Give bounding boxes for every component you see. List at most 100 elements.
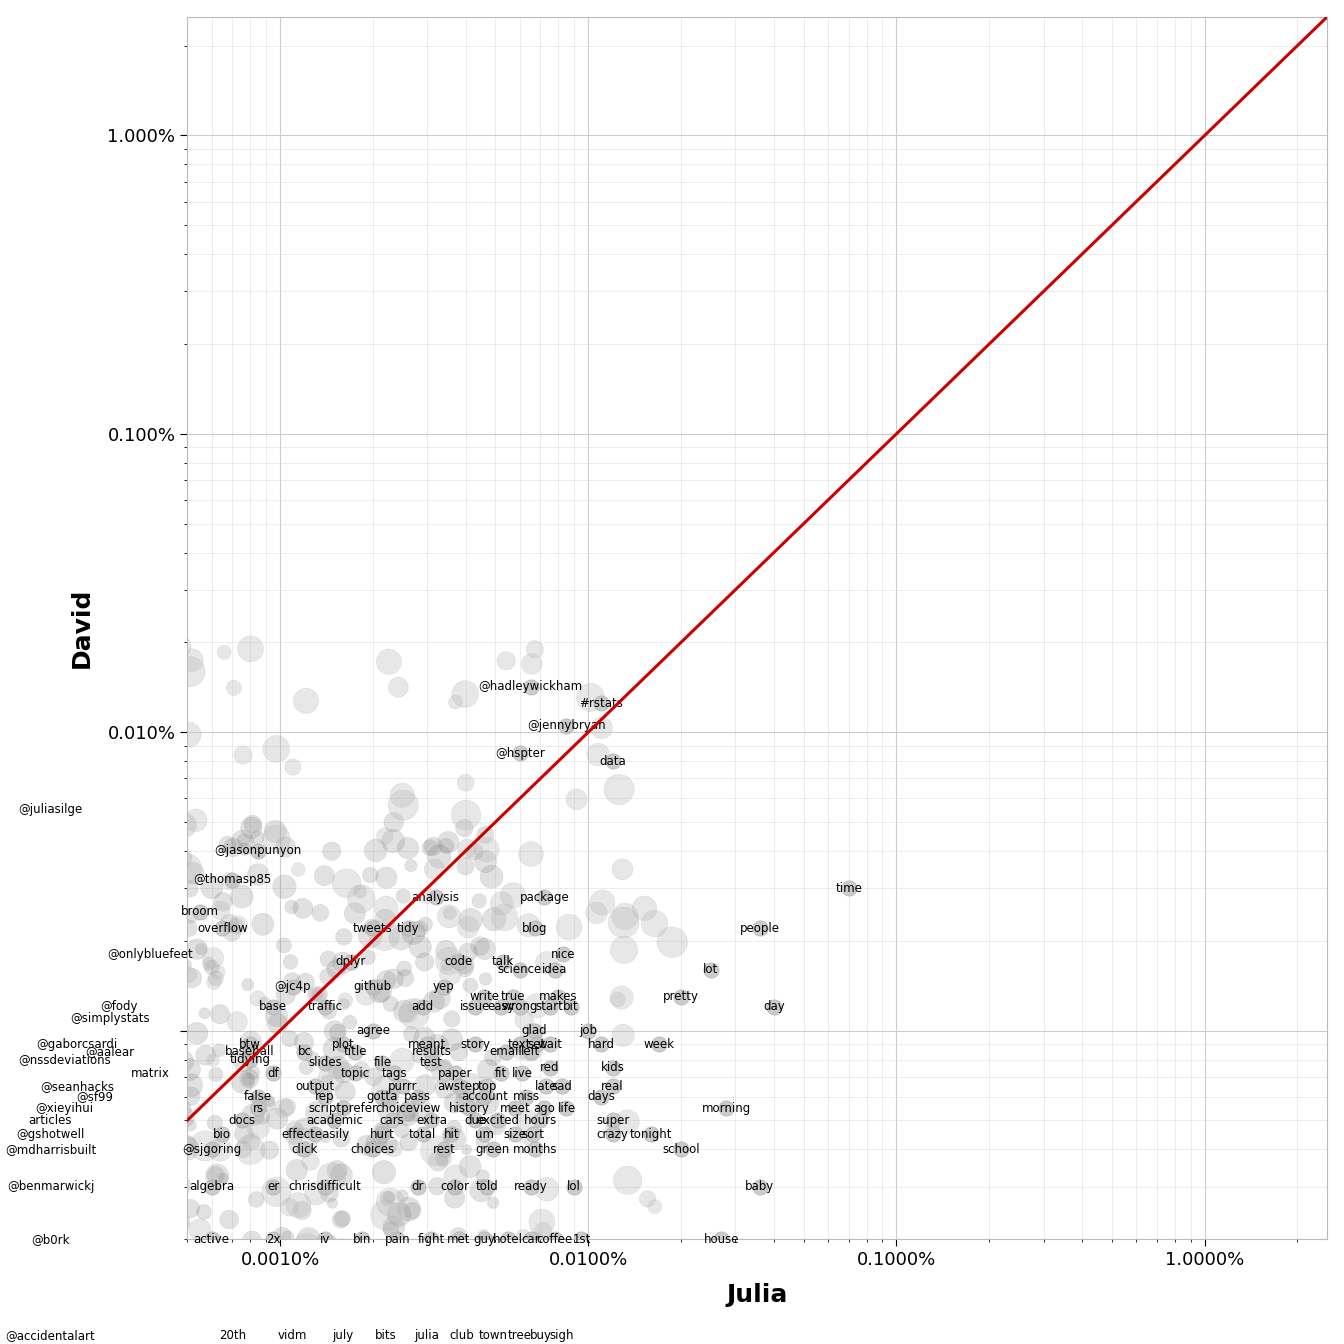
Point xyxy=(383,968,405,989)
Point xyxy=(425,1140,446,1161)
Point xyxy=(239,1140,261,1161)
Text: rep: rep xyxy=(316,1090,335,1103)
Point xyxy=(110,1281,132,1302)
Text: @sf99: @sf99 xyxy=(77,1090,113,1103)
Text: false: false xyxy=(245,1090,273,1103)
Point xyxy=(187,938,208,960)
Text: fit: fit xyxy=(495,1067,507,1079)
Y-axis label: David: David xyxy=(70,587,94,668)
Point xyxy=(433,1328,454,1344)
Text: yep: yep xyxy=(433,981,454,993)
Point xyxy=(366,1132,387,1153)
Point xyxy=(30,1204,51,1226)
Point xyxy=(180,906,202,927)
Point xyxy=(179,878,200,899)
Point xyxy=(452,1325,473,1344)
Point xyxy=(313,864,335,886)
Point xyxy=(140,1062,161,1083)
Point xyxy=(448,1226,469,1247)
Point xyxy=(460,1077,481,1098)
Text: buy: buy xyxy=(530,1329,551,1343)
Point xyxy=(355,984,376,1005)
Point xyxy=(558,917,579,938)
Point xyxy=(320,1230,341,1251)
Point xyxy=(90,715,112,737)
Point xyxy=(0,1133,19,1154)
Text: traffic: traffic xyxy=(308,1000,343,1013)
Point xyxy=(161,1025,183,1047)
Point xyxy=(118,984,140,1005)
Point xyxy=(305,1183,327,1204)
Text: town: town xyxy=(478,1329,507,1343)
Point xyxy=(28,1320,50,1341)
Point xyxy=(474,1279,496,1301)
Point xyxy=(177,724,199,746)
Text: write: write xyxy=(469,991,499,1003)
Text: vidm: vidm xyxy=(278,1329,308,1343)
Point xyxy=(204,1111,226,1133)
Point xyxy=(293,1031,314,1052)
Point xyxy=(392,1075,414,1097)
Text: paper: paper xyxy=(438,1067,472,1079)
Point xyxy=(241,1230,262,1251)
Text: rest: rest xyxy=(433,1142,456,1156)
Point xyxy=(210,1004,231,1025)
Point xyxy=(0,898,4,919)
Point xyxy=(661,931,683,953)
Point xyxy=(314,1266,336,1288)
Point xyxy=(379,1087,401,1109)
Point xyxy=(177,918,199,939)
Text: ready: ready xyxy=(513,1180,547,1193)
Point xyxy=(530,1110,551,1132)
Point xyxy=(277,1097,298,1118)
Text: bits: bits xyxy=(375,1329,396,1343)
Text: #rstats: #rstats xyxy=(579,696,622,710)
Point xyxy=(435,939,457,961)
Text: github: github xyxy=(353,981,392,993)
Point xyxy=(539,1058,560,1079)
Point xyxy=(374,925,395,946)
Point xyxy=(276,984,297,1005)
Point xyxy=(194,1202,215,1223)
Point xyxy=(169,1212,191,1234)
Point xyxy=(145,1337,167,1344)
Point xyxy=(270,1331,292,1344)
Point xyxy=(247,1097,269,1118)
Point xyxy=(171,847,192,868)
Point xyxy=(473,1124,495,1145)
Point xyxy=(362,918,383,939)
Point xyxy=(300,1150,321,1172)
Point xyxy=(488,1110,509,1132)
Point xyxy=(321,1167,343,1188)
Point xyxy=(0,742,5,763)
Point xyxy=(476,1176,497,1198)
Point xyxy=(642,1242,664,1263)
Point xyxy=(0,1204,19,1226)
Point xyxy=(324,1039,345,1060)
Point xyxy=(223,677,245,699)
Point xyxy=(296,1236,317,1258)
Point xyxy=(277,1271,298,1293)
Point xyxy=(141,1091,163,1113)
Point xyxy=(233,1302,254,1324)
Point xyxy=(0,896,15,918)
Point xyxy=(504,1124,526,1145)
Point xyxy=(266,738,288,759)
Text: btw: btw xyxy=(239,1038,261,1051)
Point xyxy=(469,935,491,957)
Point xyxy=(388,1204,410,1226)
Text: bc: bc xyxy=(297,1046,312,1058)
Point xyxy=(394,1000,415,1021)
Point xyxy=(609,778,630,800)
Point xyxy=(378,1339,399,1344)
Point xyxy=(292,1200,313,1222)
Point xyxy=(226,1317,247,1339)
Point xyxy=(317,966,339,988)
Text: analysis: analysis xyxy=(411,891,460,903)
Point xyxy=(469,890,491,911)
Point xyxy=(237,974,258,996)
Point xyxy=(71,1202,93,1223)
Point xyxy=(200,1176,222,1198)
Point xyxy=(233,745,254,766)
Point xyxy=(207,961,228,982)
